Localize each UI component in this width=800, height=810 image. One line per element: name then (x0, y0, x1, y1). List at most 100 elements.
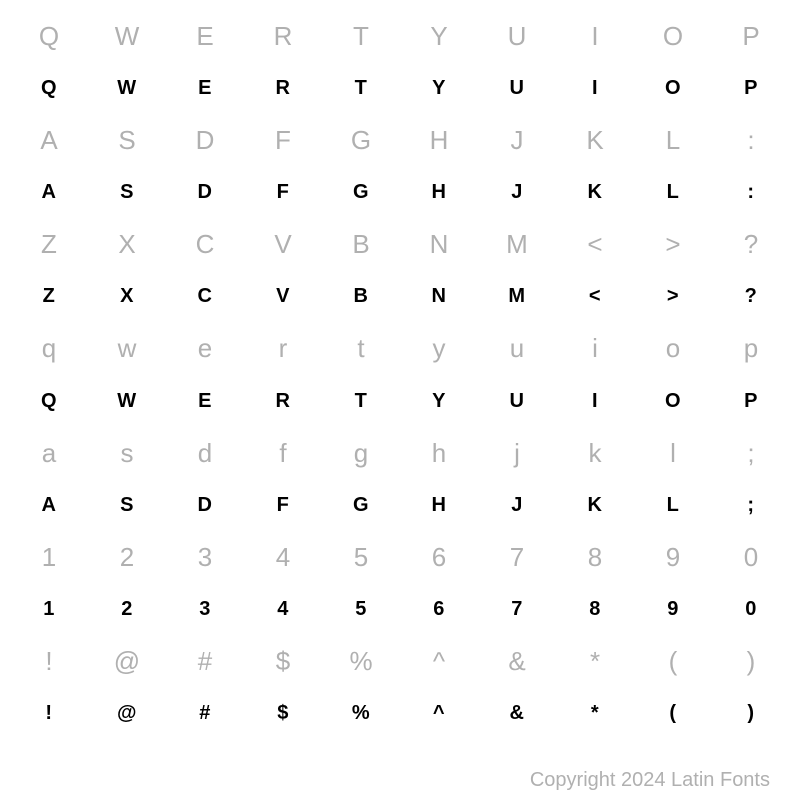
label-glyph: O (663, 21, 683, 52)
sample-glyph: K (588, 181, 603, 204)
char-sample: H (400, 479, 478, 531)
char-label: G (322, 114, 400, 166)
char-sample: P (712, 375, 790, 427)
char-label: 5 (322, 531, 400, 583)
char-label: 2 (88, 531, 166, 583)
char-label: > (634, 219, 712, 271)
char-sample: ? (712, 271, 790, 323)
char-sample: : (712, 166, 790, 218)
sample-glyph: < (589, 285, 601, 308)
char-sample: J (478, 166, 556, 218)
char-sample: @ (88, 688, 166, 740)
sample-glyph: F (277, 494, 290, 517)
sample-glyph: H (432, 181, 447, 204)
char-sample: W (88, 375, 166, 427)
char-label: d (166, 427, 244, 479)
char-sample: ! (10, 688, 88, 740)
char-sample: O (634, 375, 712, 427)
char-label: < (556, 219, 634, 271)
char-label: # (166, 636, 244, 688)
char-label: 4 (244, 531, 322, 583)
char-label: I (556, 10, 634, 62)
char-sample: D (166, 479, 244, 531)
label-glyph: W (115, 21, 140, 52)
sample-glyph: > (667, 285, 679, 308)
char-sample: ) (712, 688, 790, 740)
sample-glyph: R (276, 390, 291, 413)
label-glyph: 7 (510, 542, 524, 573)
sample-glyph: S (120, 494, 134, 517)
label-glyph: L (666, 125, 680, 156)
label-glyph: 1 (42, 542, 56, 573)
char-sample: $ (244, 688, 322, 740)
label-glyph: ( (669, 646, 678, 677)
sample-glyph: ! (45, 702, 52, 725)
char-label: O (634, 10, 712, 62)
char-sample: W (88, 62, 166, 114)
char-sample: E (166, 62, 244, 114)
char-sample: L (634, 479, 712, 531)
char-label: T (322, 10, 400, 62)
sample-glyph: Q (41, 390, 57, 413)
char-sample: 8 (556, 584, 634, 636)
char-label: r (244, 323, 322, 375)
char-label: K (556, 114, 634, 166)
char-sample: X (88, 271, 166, 323)
char-label: 0 (712, 531, 790, 583)
sample-glyph: S (120, 181, 134, 204)
label-glyph: ^ (433, 646, 445, 677)
char-sample: 0 (712, 584, 790, 636)
label-glyph: 5 (354, 542, 368, 573)
char-sample: 5 (322, 584, 400, 636)
sample-glyph: ^ (433, 702, 445, 725)
label-glyph: ; (747, 438, 754, 469)
char-sample: E (166, 375, 244, 427)
char-sample: G (322, 166, 400, 218)
sample-glyph: ; (747, 494, 754, 517)
sample-glyph: O (665, 77, 681, 100)
label-glyph: J (511, 125, 524, 156)
sample-glyph: & (510, 702, 525, 725)
char-label: u (478, 323, 556, 375)
sample-glyph: 7 (511, 598, 523, 621)
char-sample: R (244, 62, 322, 114)
char-label: ( (634, 636, 712, 688)
char-label: 3 (166, 531, 244, 583)
char-sample: H (400, 166, 478, 218)
sample-glyph: W (117, 390, 136, 413)
label-glyph: 0 (744, 542, 758, 573)
char-label: R (244, 10, 322, 62)
label-glyph: Z (41, 229, 57, 260)
char-label: E (166, 10, 244, 62)
char-sample: A (10, 166, 88, 218)
sample-glyph: $ (277, 702, 289, 725)
sample-glyph: J (511, 494, 523, 517)
sample-glyph: X (120, 285, 134, 308)
char-label: ) (712, 636, 790, 688)
sample-glyph: P (744, 77, 758, 100)
char-label: W (88, 10, 166, 62)
char-label: l (634, 427, 712, 479)
label-glyph: t (357, 333, 364, 364)
char-label: % (322, 636, 400, 688)
label-glyph: 3 (198, 542, 212, 573)
sample-glyph: Z (43, 285, 56, 308)
char-label: U (478, 10, 556, 62)
label-glyph: G (351, 125, 371, 156)
sample-glyph: U (510, 77, 525, 100)
char-sample: # (166, 688, 244, 740)
sample-glyph: 0 (745, 598, 757, 621)
char-sample: D (166, 166, 244, 218)
char-label: H (400, 114, 478, 166)
char-label: A (10, 114, 88, 166)
label-glyph: s (121, 438, 134, 469)
char-label: h (400, 427, 478, 479)
sample-glyph: E (198, 390, 212, 413)
label-glyph: : (747, 125, 754, 156)
label-glyph: ? (744, 229, 758, 260)
char-sample: S (88, 479, 166, 531)
char-sample: Z (10, 271, 88, 323)
char-sample: O (634, 62, 712, 114)
sample-glyph: C (198, 285, 213, 308)
label-glyph: * (590, 646, 600, 677)
